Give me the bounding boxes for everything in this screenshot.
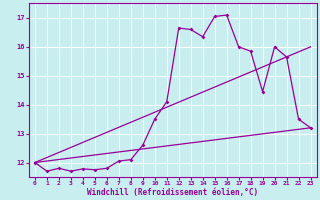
X-axis label: Windchill (Refroidissement éolien,°C): Windchill (Refroidissement éolien,°C) [87,188,258,197]
